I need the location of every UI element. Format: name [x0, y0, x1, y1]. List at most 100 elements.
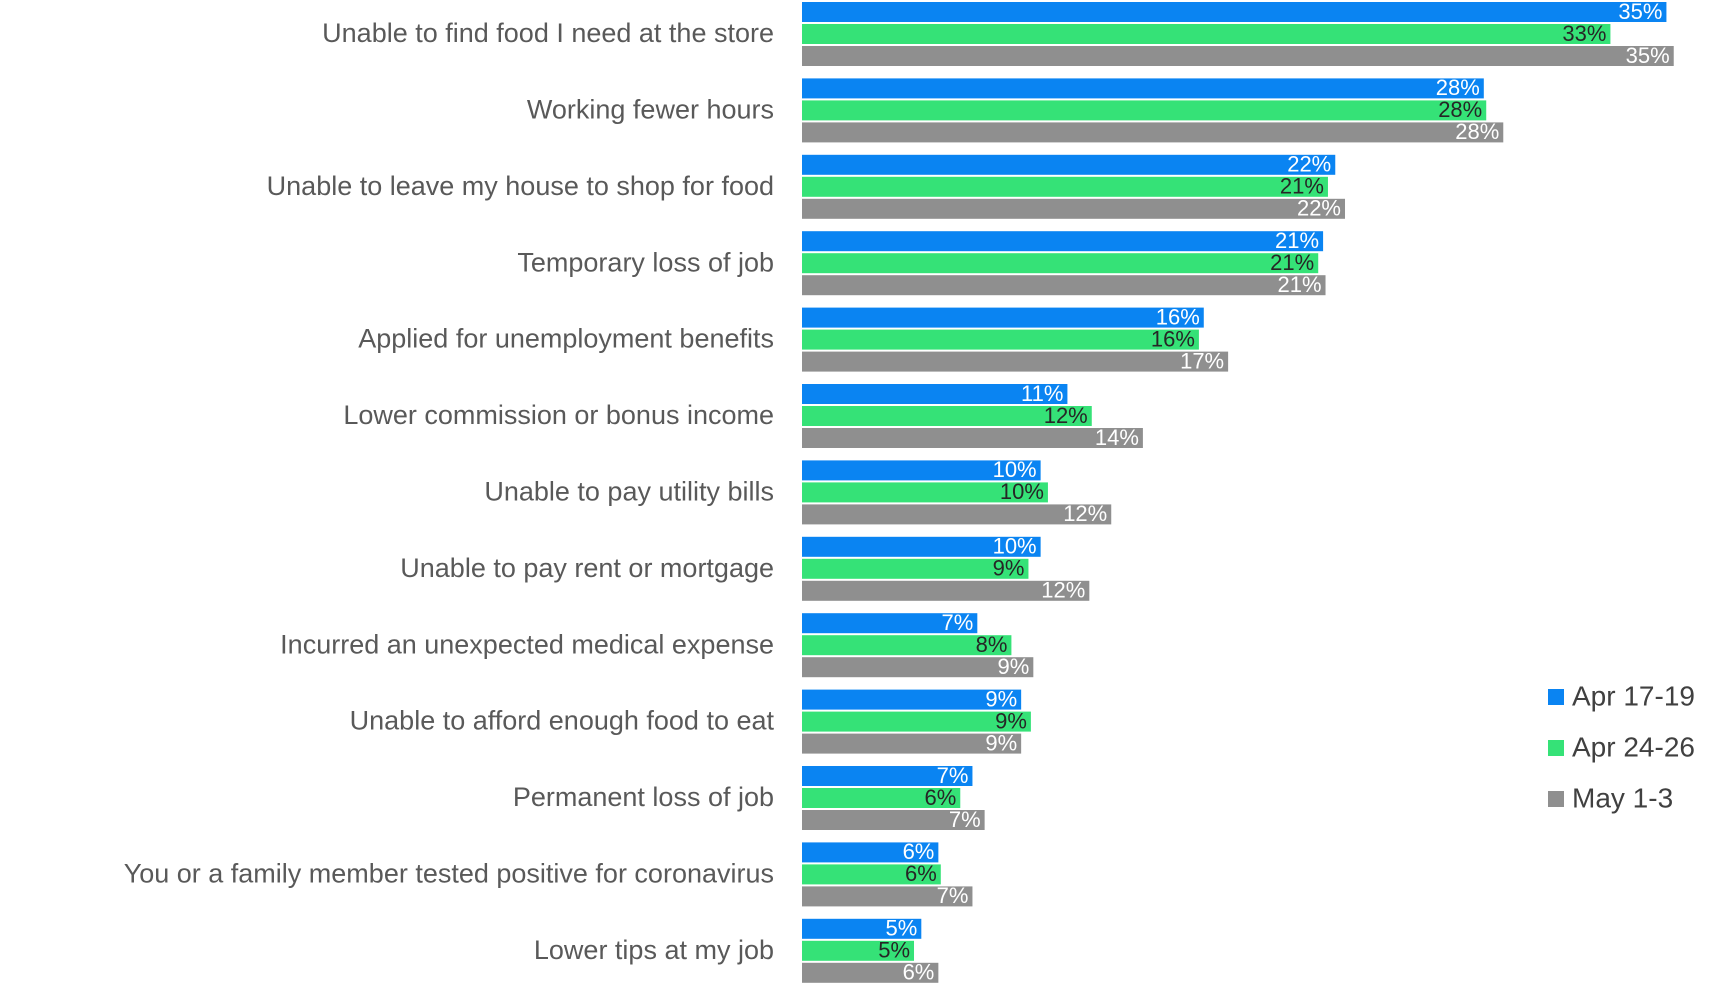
data-label: 21%	[1275, 228, 1319, 253]
category-label: Unable to afford enough food to eat	[350, 706, 775, 736]
data-label: 6%	[924, 785, 956, 810]
bar	[802, 711, 1031, 732]
data-label: 9%	[985, 686, 1017, 711]
bar	[802, 536, 1041, 557]
data-label: 28%	[1438, 97, 1482, 122]
legend-label: May 1-3	[1572, 782, 1673, 813]
bar	[802, 275, 1326, 296]
legend-swatch	[1548, 689, 1564, 705]
bar	[802, 689, 1022, 710]
category-label: You or a family member tested positive f…	[124, 859, 774, 889]
category-label: Permanent loss of job	[513, 782, 774, 812]
bar	[802, 122, 1504, 143]
category-label: Temporary loss of job	[517, 247, 774, 277]
bar	[802, 766, 973, 786]
bar	[802, 864, 941, 885]
data-label: 16%	[1156, 304, 1200, 329]
data-label: 9%	[993, 556, 1025, 581]
bar	[802, 307, 1204, 328]
bar	[802, 100, 1487, 121]
legend-label: Apr 24-26	[1572, 731, 1695, 762]
data-label: 9%	[995, 708, 1027, 733]
data-label: 22%	[1287, 152, 1331, 177]
data-label: 22%	[1297, 196, 1341, 221]
data-label: 16%	[1151, 326, 1195, 351]
bar	[802, 504, 1112, 525]
data-label: 9%	[985, 730, 1017, 755]
bar	[802, 428, 1143, 448]
bar	[802, 154, 1336, 175]
data-label: 14%	[1095, 425, 1139, 450]
category-label: Unable to pay utility bills	[484, 477, 774, 507]
data-label: 12%	[1063, 501, 1107, 526]
data-label: 6%	[905, 861, 937, 886]
data-label: 7%	[942, 610, 974, 635]
bar	[802, 2, 1667, 22]
legend-swatch	[1548, 740, 1564, 756]
data-label: 21%	[1277, 272, 1321, 297]
bar	[802, 580, 1090, 601]
bar	[802, 46, 1674, 66]
category-label: Unable to pay rent or mortgage	[400, 553, 774, 583]
data-label: 7%	[937, 883, 969, 908]
data-label: 10%	[993, 457, 1037, 482]
data-label: 7%	[937, 763, 969, 788]
legend-label: Apr 17-19	[1572, 680, 1695, 711]
bar	[802, 788, 961, 808]
bar	[802, 78, 1484, 99]
category-labels: Unable to find food I need at the store W…	[124, 18, 775, 965]
data-label: 28%	[1436, 75, 1480, 100]
data-label: 10%	[993, 534, 1037, 559]
category-label: Incurred an unexpected medical expense	[280, 629, 774, 659]
data-label: 35%	[1618, 0, 1662, 24]
data-label: 7%	[949, 807, 981, 832]
bar	[802, 810, 985, 830]
bar	[802, 253, 1319, 274]
bar	[802, 918, 922, 939]
data-label: 5%	[878, 938, 910, 963]
legend: Apr 17-19 Apr 24-26 May 1-3	[1548, 680, 1695, 813]
bar	[802, 460, 1041, 481]
data-label: 35%	[1626, 43, 1670, 68]
data-label: 12%	[1041, 578, 1085, 603]
bar	[802, 613, 978, 634]
data-label: 28%	[1455, 119, 1499, 144]
data-label: 9%	[998, 654, 1030, 679]
data-label: 6%	[903, 839, 935, 864]
category-label: Working fewer hours	[527, 95, 774, 125]
bar	[802, 635, 1012, 656]
data-label: 21%	[1280, 174, 1324, 199]
bars-layer: 35%33%35%28%28%28%22%21%22%21%21%21%16%1…	[802, 0, 1674, 983]
bar	[802, 406, 1092, 426]
category-label: Unable to leave my house to shop for foo…	[267, 171, 774, 201]
bar	[802, 657, 1034, 678]
bar	[802, 558, 1029, 579]
data-label: 21%	[1270, 250, 1314, 275]
data-label: 12%	[1044, 403, 1088, 428]
bar	[802, 886, 973, 907]
bar	[802, 329, 1199, 350]
bar	[802, 940, 915, 961]
bar	[802, 176, 1328, 197]
category-label: Unable to find food I need at the store	[322, 18, 774, 48]
category-label: Applied for unemployment benefits	[358, 324, 774, 354]
category-label: Lower tips at my job	[534, 935, 774, 965]
category-label: Lower commission or bonus income	[343, 400, 774, 430]
bar	[802, 231, 1324, 252]
bar	[802, 24, 1611, 44]
data-label: 8%	[976, 632, 1008, 657]
legend-swatch	[1548, 791, 1564, 807]
data-label: 33%	[1562, 21, 1606, 46]
bar	[802, 482, 1048, 503]
bar	[802, 733, 1022, 754]
bar	[802, 198, 1346, 219]
bar	[802, 962, 939, 983]
bar	[802, 384, 1068, 404]
data-label: 10%	[1000, 479, 1044, 504]
data-label: 6%	[903, 960, 935, 983]
data-label: 5%	[886, 916, 918, 941]
bar	[802, 351, 1229, 372]
data-label: 17%	[1180, 348, 1224, 373]
data-label: 11%	[1021, 381, 1063, 406]
